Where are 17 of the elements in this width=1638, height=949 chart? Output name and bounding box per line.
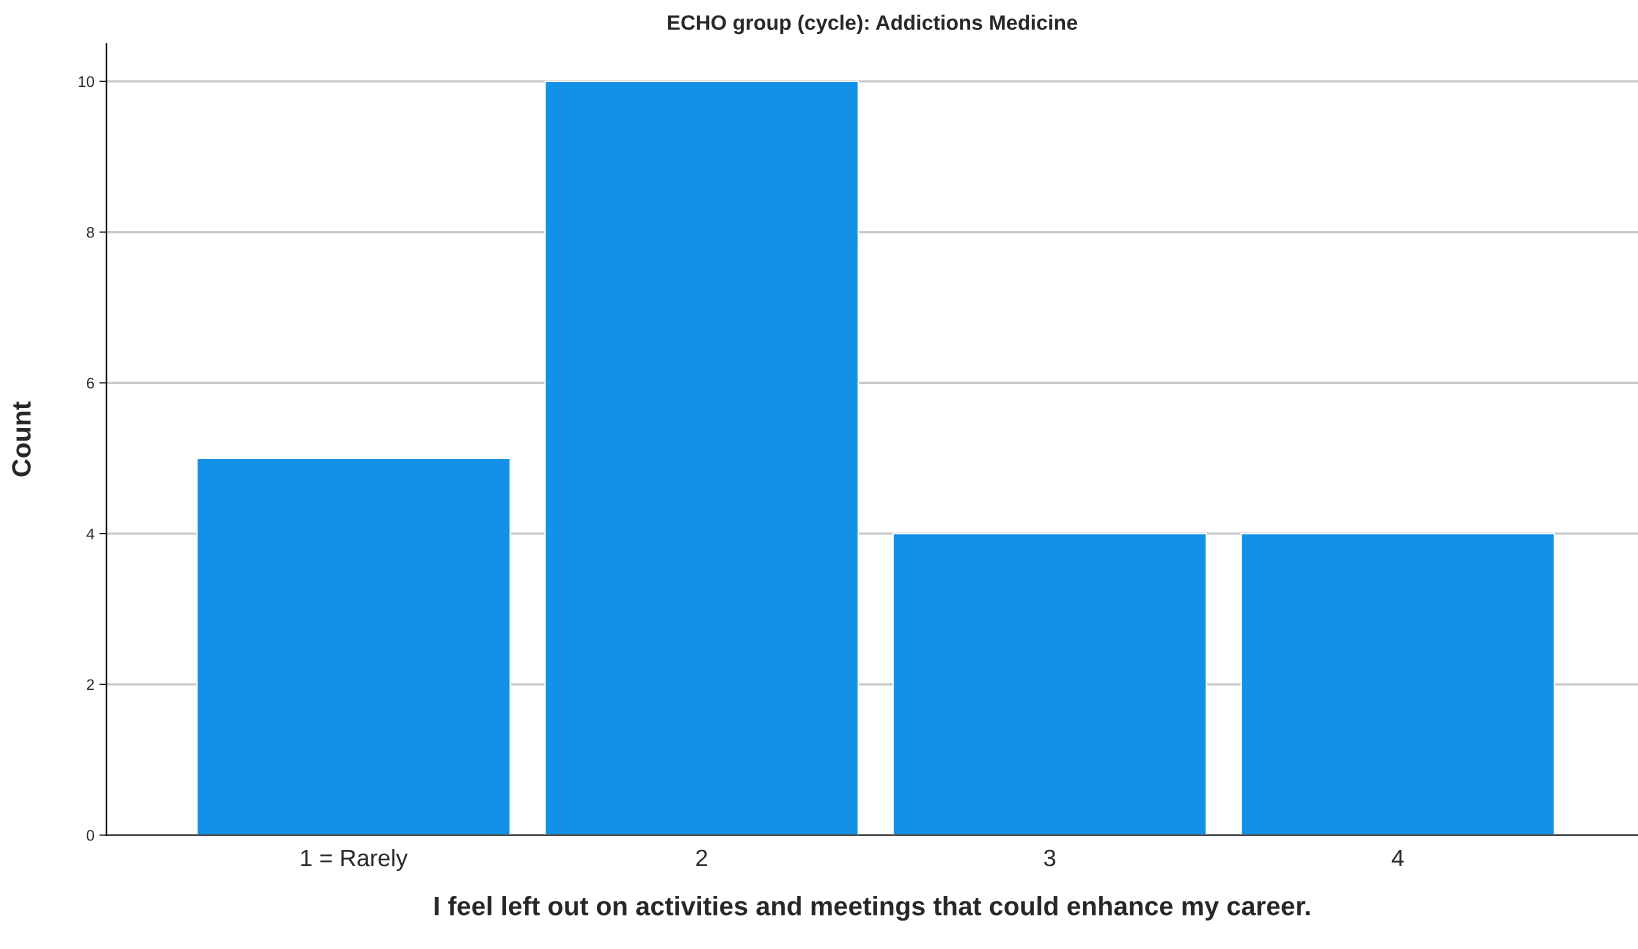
- y-tick-label: 0: [86, 829, 95, 841]
- x-tick-label: 1 = Rarely: [301, 849, 408, 872]
- bar: [544, 80, 860, 836]
- bar: [1240, 532, 1556, 836]
- bar: [892, 532, 1208, 836]
- x-tick-label: 2: [696, 849, 708, 867]
- y-tick-label: 8: [86, 226, 94, 238]
- x-tick-label: 4: [1391, 849, 1404, 867]
- y-tick-label: 2: [86, 679, 94, 690]
- y-axis-title: Count: [12, 401, 31, 477]
- x-axis-title: I feel left out on activities and meetings that could enhance my career.: [434, 896, 1310, 921]
- bar: [196, 457, 511, 836]
- y-tick-label: 4: [86, 528, 95, 540]
- y-tick-label: 6: [86, 377, 94, 389]
- x-tick-label: 3: [1044, 849, 1056, 867]
- y-tick-label: 10: [78, 76, 95, 88]
- chart-title: ECHO group (cycle): Addictions Medicine: [667, 14, 1078, 35]
